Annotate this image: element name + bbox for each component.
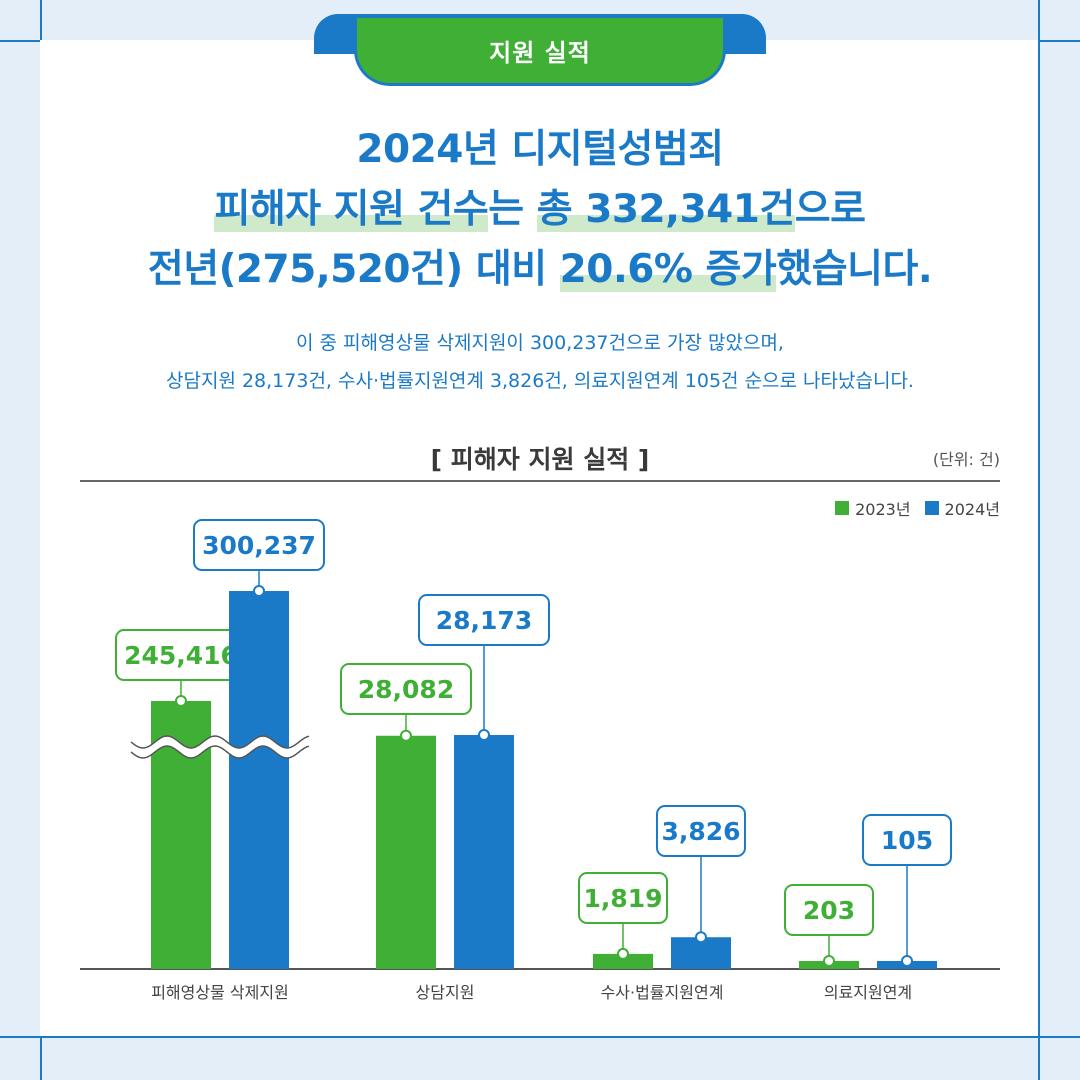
headline-highlight-1: 피해자 지원 건수 — [214, 187, 489, 232]
anchor-dot-0-3 — [823, 955, 835, 967]
headline-line-1: 2024년 디지털성범죄 — [0, 118, 1080, 174]
data-label-box-1-1 — [418, 594, 550, 646]
x-tick-label-3: 의료지원연계 — [824, 983, 912, 1002]
axis-break-line-upper — [130, 735, 310, 749]
headline-line-3: 전년(275,520건) 대비 20.6% 증가했습니다. — [0, 238, 1080, 294]
bar-2024년-0 — [229, 591, 289, 969]
anchor-dot-0-0 — [175, 695, 187, 707]
legend-label-2023: 2023년 — [855, 500, 911, 519]
summary-line-1: 이 중 피해영상물 삭제지원이 300,237건으로 가장 많았으며, — [296, 332, 784, 354]
bar-2024년-1 — [454, 735, 514, 969]
anchor-dot-1-1 — [478, 729, 490, 741]
headline-text-3a: 전년(275,520건) 대비 — [147, 247, 560, 292]
frame-line-bottom — [0, 1036, 1080, 1038]
legend-item-2023: 2023년 — [835, 496, 911, 520]
x-tick-label-0: 피해영상물 삭제지원 — [151, 983, 289, 1002]
data-label-0-3: 203 — [803, 896, 855, 925]
headline-highlight-2: 총 332,341건 — [536, 187, 795, 232]
data-label-1-3: 105 — [881, 826, 933, 855]
legend-swatch-2024 — [924, 501, 939, 515]
unit-label: (단위: 건) — [932, 450, 1000, 469]
anchor-dot-0-2 — [617, 947, 629, 960]
bar-2023년-1 — [376, 735, 436, 969]
headline-text-3c: 했습니다. — [776, 247, 933, 292]
data-label-1-0: 300,237 — [202, 531, 316, 560]
data-label-0-2: 1,819 — [583, 884, 662, 913]
frame-line-right — [1038, 0, 1040, 1080]
headline-line-2: 피해자 지원 건수는 총 332,341건으로 — [0, 178, 1080, 234]
section-tab: 지원 실적 — [354, 18, 726, 86]
x-tick-label-1: 상담지원 — [416, 983, 475, 1002]
axis-break-line-lower — [130, 745, 310, 759]
data-label-box-1-3 — [862, 814, 952, 866]
anchor-dot-0-1 — [400, 729, 412, 742]
legend-swatch-2023 — [835, 501, 850, 515]
data-label-box-0-1 — [340, 663, 472, 715]
chart-title: [ 피해자 지원 실적 ] — [430, 445, 650, 474]
data-label-box-0-3 — [784, 884, 874, 936]
chart-top-rule — [80, 480, 1000, 482]
headline-text-2b: 는 — [488, 187, 537, 232]
data-label-box-1-2 — [656, 805, 746, 857]
data-label-1-2: 3,826 — [661, 817, 740, 846]
data-label-box-0-2 — [578, 872, 668, 924]
data-label-0-1: 28,082 — [358, 675, 454, 704]
legend-item-2024: 2024년 — [924, 496, 1000, 520]
chart-legend: 2023년 2024년 — [821, 496, 1000, 520]
section-tab-label: 지원 실적 — [489, 39, 591, 67]
data-label-1-1: 28,173 — [436, 606, 532, 635]
anchor-dot-1-3 — [901, 955, 913, 967]
anchor-dot-1-0 — [253, 585, 265, 597]
summary-line-2: 상담지원 28,173건, 수사·법률지원연계 3,826건, 의료지원연계 1… — [166, 370, 914, 392]
anchor-dot-1-2 — [695, 931, 707, 944]
bar-2023년-2 — [593, 953, 653, 969]
data-label-box-1-0 — [193, 519, 325, 571]
headline-text-1: 2024년 디지털성범죄 — [356, 127, 724, 172]
data-label-0-0: 245,416 — [124, 641, 238, 670]
headline-highlight-3: 20.6% 증가 — [559, 247, 777, 292]
x-tick-label-2: 수사·법률지원연계 — [601, 983, 724, 1002]
headline-text-2d: 으로 — [794, 187, 866, 232]
legend-label-2024: 2024년 — [944, 500, 1000, 519]
